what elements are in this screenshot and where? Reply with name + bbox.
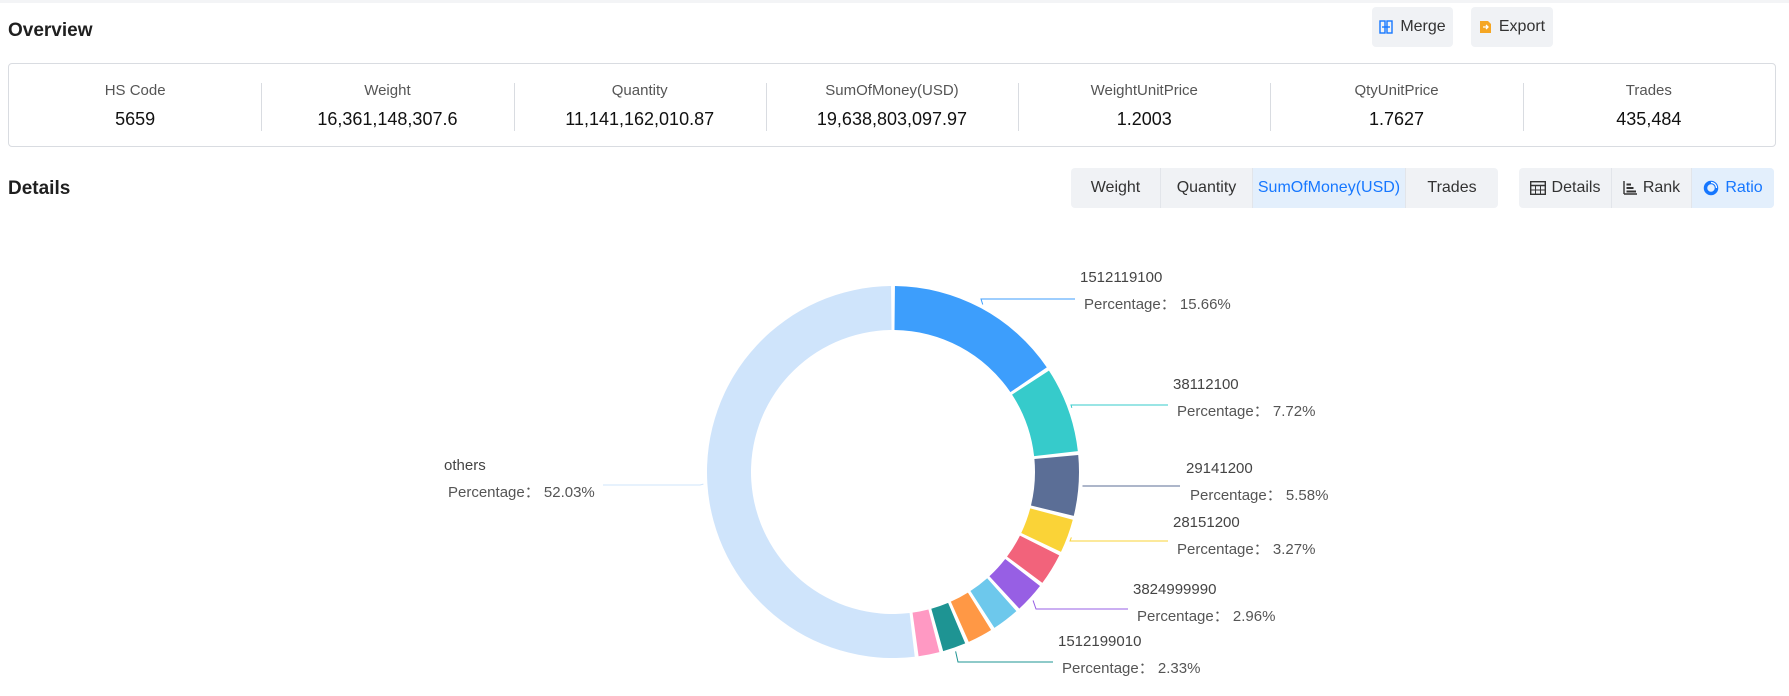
- donut-icon: [1704, 180, 1719, 196]
- stat-label: SumOfMoney(USD): [825, 81, 959, 99]
- donut-slice-1512199010[interactable]: [931, 602, 966, 652]
- label-leader-line: [1070, 404, 1168, 409]
- stat-hs-code: HS Code 5659: [9, 81, 261, 130]
- slice-label-name: 3824999990: [1133, 581, 1216, 598]
- donut-slice-unlabeled-4[interactable]: [1007, 535, 1060, 583]
- stat-weight-unit-price: WeightUnitPrice 1.2003: [1018, 81, 1270, 131]
- stat-qty-unit-price: QtyUnitPrice 1.7627: [1270, 81, 1522, 131]
- tab-trades[interactable]: Trades: [1405, 168, 1498, 208]
- stat-value: 1.7627: [1369, 108, 1425, 129]
- donut-slice-28151200[interactable]: [1021, 508, 1073, 552]
- tab-sum-of-money[interactable]: SumOfMoney(USD): [1252, 168, 1405, 208]
- donut-slice-unlabeled-9[interactable]: [912, 609, 940, 657]
- stat-trades: Trades 435,484: [1522, 81, 1775, 131]
- tab-ratio-view[interactable]: Ratio: [1691, 168, 1774, 208]
- details-title: Details: [8, 178, 71, 199]
- overview-title: Overview: [8, 20, 93, 41]
- label-leader-line: [603, 483, 704, 486]
- stat-value: 435,484: [1616, 108, 1682, 129]
- donut-slice-3824999990[interactable]: [989, 559, 1040, 609]
- slice-label-name: 29141200: [1186, 460, 1253, 477]
- top-divider: [0, 0, 1789, 3]
- donut-slice-others[interactable]: [707, 286, 915, 658]
- slice-label-name: 1512119100: [1080, 269, 1162, 286]
- stat-value: 1.2003: [1116, 108, 1172, 129]
- stat-weight: Weight 16,361,148,307.6: [261, 81, 513, 131]
- slice-label-percentage: Percentage： 5.58%: [1190, 487, 1328, 504]
- export-label: Export: [1498, 18, 1546, 35]
- stat-value: 11,141,162,010.87: [565, 108, 715, 129]
- stat-value: 5659: [115, 108, 156, 129]
- merge-icon: [1379, 20, 1394, 34]
- tab-ratio-label: Ratio: [1725, 179, 1763, 196]
- merge-button[interactable]: Merge: [1372, 7, 1453, 47]
- stat-value: 19,638,803,097.97: [816, 108, 968, 129]
- slice-label-percentage: Percentage： 2.96%: [1137, 608, 1275, 625]
- label-leader-line: [955, 651, 1053, 663]
- tab-weight[interactable]: Weight: [1090, 179, 1141, 196]
- stat-label: Weight: [364, 81, 411, 99]
- stat-label: HS Code: [104, 81, 166, 99]
- overview-stats-panel: HS Code 5659 Weight 16,361,148,307.6 Qua…: [8, 63, 1776, 147]
- stat-label: QtyUnitPrice: [1354, 81, 1439, 99]
- slice-label-name: 28151200: [1173, 514, 1240, 531]
- stat-sum-of-money: SumOfMoney(USD) 19,638,803,097.97: [765, 81, 1018, 131]
- stat-label: Trades: [1625, 81, 1672, 99]
- donut-slice-29141200[interactable]: [1030, 455, 1079, 516]
- tab-rank-view[interactable]: Rank: [1611, 168, 1691, 208]
- donut-slice-38112100[interactable]: [1012, 370, 1078, 457]
- slice-label-percentage: Percentage： 3.27%: [1177, 541, 1315, 558]
- donut-slice-unlabeled-7[interactable]: [950, 592, 992, 642]
- ratio-donut-chart: 1512119100 Percentage： 15.66% 38112100 Perc…: [444, 269, 1328, 677]
- slice-label-percentage: Percentage： 2.33%: [1062, 660, 1200, 677]
- slice-label-name: 1512199010: [1058, 633, 1141, 650]
- slice-label-percentage: Percentage： 7.72%: [1177, 403, 1315, 420]
- label-leader-line: [980, 298, 1075, 305]
- slice-label-name: others: [444, 457, 486, 474]
- donut-slice-1512119100[interactable]: [894, 286, 1047, 393]
- slice-label-percentage: Percentage： 15.66%: [1084, 296, 1231, 313]
- stat-label: WeightUnitPrice: [1090, 81, 1198, 99]
- view-tabs: Details Rank Ratio: [1519, 168, 1774, 208]
- tab-rank-label: Rank: [1642, 179, 1681, 196]
- stat-quantity: Quantity 11,141,162,010.87: [513, 81, 766, 131]
- stat-value: 16,361,148,307.6: [317, 108, 458, 129]
- slice-label-name: 38112100: [1173, 376, 1239, 393]
- slice-label-percentage: Percentage： 52.03%: [448, 484, 595, 501]
- label-leader-line: [1069, 537, 1168, 542]
- metric-tabs: Weight Quantity SumOfMoney(USD) Trades: [1071, 168, 1498, 208]
- stat-label: Quantity: [611, 81, 668, 99]
- label-leader-line: [1032, 600, 1128, 610]
- bar-rank-icon: [1623, 181, 1637, 195]
- donut-slice-unlabeled-6[interactable]: [970, 578, 1017, 628]
- merge-label: Merge: [1400, 18, 1446, 35]
- tab-details-label: Details: [1551, 179, 1601, 196]
- tab-details-view[interactable]: Details: [1519, 168, 1611, 208]
- tab-quantity[interactable]: Quantity: [1160, 168, 1252, 208]
- export-icon: [1479, 21, 1491, 33]
- table-icon: [1529, 181, 1546, 195]
- export-button[interactable]: Export: [1471, 7, 1553, 47]
